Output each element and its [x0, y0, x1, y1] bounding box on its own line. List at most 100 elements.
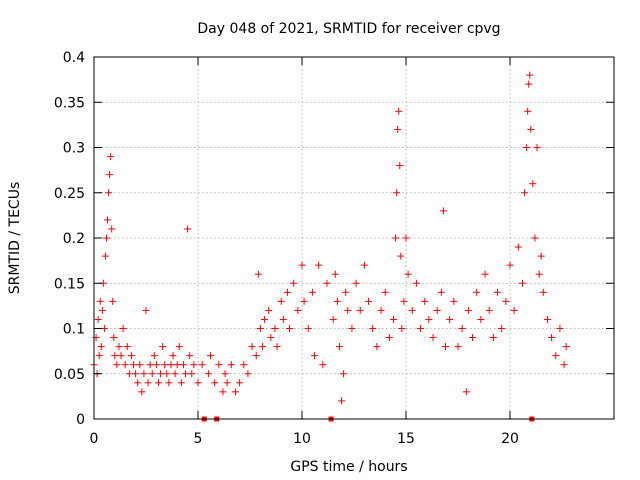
data-point	[333, 297, 341, 305]
data-point	[173, 361, 181, 369]
data-point	[142, 306, 150, 314]
data-point	[261, 315, 269, 323]
data-point	[286, 325, 294, 332]
data-point	[525, 80, 533, 88]
y-tick-label: 0.25	[54, 186, 85, 202]
data-point	[140, 370, 148, 378]
data-point	[498, 325, 506, 332]
data-point	[175, 343, 183, 351]
x-tick-label: 15	[397, 431, 415, 447]
data-point	[110, 334, 118, 342]
data-point	[152, 361, 160, 369]
data-point	[523, 144, 531, 151]
data-point	[236, 379, 244, 387]
data-point	[437, 288, 445, 296]
data-point	[194, 379, 202, 387]
data-point	[290, 279, 298, 287]
data-point	[562, 343, 570, 351]
data-point	[462, 388, 470, 396]
data-point	[157, 370, 165, 378]
data-point	[150, 352, 158, 360]
data-point	[244, 370, 252, 378]
data-point	[165, 379, 173, 387]
data-point	[221, 370, 229, 378]
data-point	[527, 125, 535, 133]
data-point	[121, 361, 129, 369]
data-point	[223, 379, 231, 387]
data-point	[227, 361, 235, 369]
data-point	[298, 261, 306, 269]
data-point	[294, 306, 302, 314]
data-point	[535, 270, 543, 278]
data-point	[365, 297, 373, 305]
data-point	[315, 261, 323, 269]
data-point	[100, 325, 108, 332]
data-point	[267, 334, 275, 342]
data-point	[398, 325, 406, 332]
data-point	[190, 361, 198, 369]
data-point	[117, 352, 125, 360]
x-tick-label: 20	[501, 431, 519, 447]
data-point	[360, 261, 368, 269]
data-point	[323, 279, 331, 287]
data-point	[338, 397, 346, 405]
data-point	[417, 325, 425, 332]
data-point	[473, 288, 481, 296]
data-point	[394, 125, 402, 133]
data-point	[369, 325, 377, 332]
data-point	[136, 361, 144, 369]
y-tick-label: 0.2	[63, 231, 85, 247]
data-point	[179, 361, 187, 369]
data-point	[94, 315, 102, 323]
data-point	[161, 361, 169, 369]
data-point	[319, 361, 327, 369]
data-point	[531, 234, 539, 242]
axis-ticks: 0 0.05 0.1 0.15 0.2 0.25 0.3 0.35 0.4 0 5 10 15 20	[54, 50, 614, 447]
data-point	[521, 189, 529, 197]
data-point	[533, 144, 541, 151]
data-point	[108, 225, 116, 233]
data-point	[144, 379, 152, 387]
chart-title: Day 048 of 2021, SRMTID for receiver cpv…	[197, 21, 500, 37]
data-point	[385, 334, 393, 342]
y-tick-label: 0.3	[63, 141, 85, 157]
data-point	[433, 306, 441, 314]
data-point	[510, 306, 518, 314]
x-tick-label: 0	[90, 431, 99, 447]
data-point	[184, 225, 192, 233]
data-point	[300, 297, 308, 305]
data-point	[119, 325, 127, 332]
x-axis-label: GPS time / hours	[290, 459, 407, 475]
data-point	[381, 288, 389, 296]
data-point	[171, 370, 179, 378]
data-point	[111, 352, 119, 360]
data-point	[101, 252, 109, 260]
data-points	[90, 71, 570, 422]
data-point	[115, 343, 123, 351]
data-point	[529, 180, 537, 188]
data-point	[105, 189, 113, 197]
data-point	[397, 252, 405, 260]
y-tick-label: 0.35	[54, 95, 85, 111]
data-point	[138, 388, 146, 396]
y-tick-label: 0.05	[54, 367, 85, 383]
data-point	[146, 361, 154, 369]
data-point	[439, 207, 447, 215]
data-point	[408, 306, 416, 314]
data-point	[167, 361, 175, 369]
data-point	[560, 361, 568, 369]
data-point	[198, 361, 206, 369]
data-point	[256, 325, 264, 332]
data-point	[252, 352, 260, 360]
data-point	[342, 288, 350, 296]
data-point	[429, 334, 437, 342]
data-point	[518, 279, 526, 287]
data-point	[130, 361, 138, 369]
data-point	[258, 343, 266, 351]
data-point	[377, 306, 385, 314]
data-point	[524, 107, 532, 115]
data-point	[514, 243, 522, 251]
data-point	[132, 370, 140, 378]
data-point	[231, 388, 239, 396]
